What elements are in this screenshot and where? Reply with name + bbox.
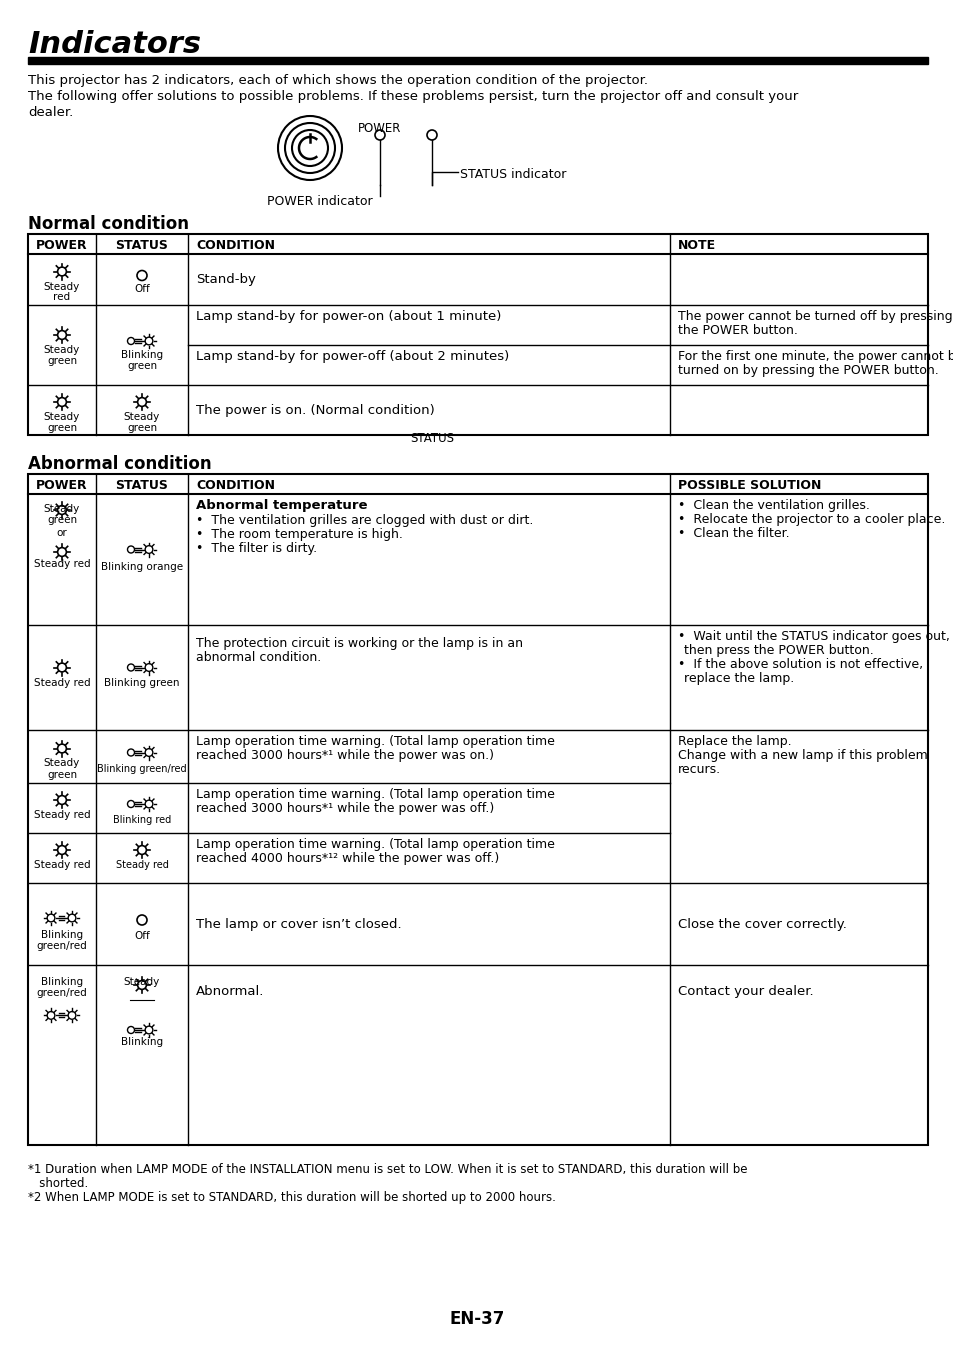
Text: •  The filter is dirty.: • The filter is dirty. — [195, 542, 316, 556]
Text: This projector has 2 indicators, each of which shows the operation condition of : This projector has 2 indicators, each of… — [28, 74, 647, 87]
Text: STATUS: STATUS — [410, 433, 454, 445]
Text: Steady: Steady — [44, 758, 80, 768]
Text: Steady red: Steady red — [33, 677, 91, 688]
Text: Stand-by: Stand-by — [195, 273, 255, 287]
Text: Blinking red: Blinking red — [112, 815, 171, 825]
Text: Blinking: Blinking — [121, 350, 163, 360]
Text: or: or — [56, 529, 68, 538]
Text: green: green — [47, 515, 77, 525]
Text: Abnormal condition: Abnormal condition — [28, 456, 212, 473]
Text: Replace the lamp.: Replace the lamp. — [678, 735, 791, 748]
Text: Change with a new lamp if this problem: Change with a new lamp if this problem — [678, 749, 926, 763]
Text: shorted.: shorted. — [28, 1178, 89, 1190]
Text: POWER: POWER — [36, 239, 88, 251]
Text: The following offer solutions to possible problems. If these problems persist, t: The following offer solutions to possibl… — [28, 91, 798, 103]
Text: EN-37: EN-37 — [449, 1310, 504, 1328]
Text: STATUS indicator: STATUS indicator — [459, 168, 566, 181]
Text: Contact your dealer.: Contact your dealer. — [678, 986, 813, 998]
Text: Blinking orange: Blinking orange — [101, 562, 183, 572]
Text: the POWER button.: the POWER button. — [678, 324, 797, 337]
Text: •  Wait until the STATUS indicator goes out,: • Wait until the STATUS indicator goes o… — [678, 630, 949, 644]
Text: Lamp stand-by for power-off (about 2 minutes): Lamp stand-by for power-off (about 2 min… — [195, 350, 509, 362]
Text: replace the lamp.: replace the lamp. — [683, 672, 794, 685]
Text: POWER: POWER — [36, 479, 88, 492]
Text: Steady red: Steady red — [33, 860, 91, 869]
Text: Steady red: Steady red — [115, 860, 169, 869]
Text: Steady: Steady — [44, 412, 80, 422]
Text: then press the POWER button.: then press the POWER button. — [683, 644, 873, 657]
Text: green: green — [47, 356, 77, 366]
Text: The power is on. (Normal condition): The power is on. (Normal condition) — [195, 404, 435, 416]
Text: STATUS: STATUS — [115, 479, 169, 492]
Text: STATUS: STATUS — [115, 239, 169, 251]
Text: POSSIBLE SOLUTION: POSSIBLE SOLUTION — [678, 479, 821, 492]
Text: Blinking: Blinking — [41, 977, 83, 987]
Text: Steady red: Steady red — [33, 558, 91, 569]
Text: Steady: Steady — [124, 977, 160, 987]
Bar — [28, 234, 927, 435]
Text: Abnormal temperature: Abnormal temperature — [195, 499, 367, 512]
Text: •  The room temperature is high.: • The room temperature is high. — [195, 529, 402, 541]
Text: Steady: Steady — [44, 345, 80, 356]
Text: reached 3000 hours*¹ while the power was on.): reached 3000 hours*¹ while the power was… — [195, 749, 494, 763]
Text: Blinking green/red: Blinking green/red — [97, 764, 187, 773]
Text: The power cannot be turned off by pressing: The power cannot be turned off by pressi… — [678, 310, 952, 323]
Text: Lamp stand-by for power-on (about 1 minute): Lamp stand-by for power-on (about 1 minu… — [195, 310, 501, 323]
Text: reached 3000 hours*¹ while the power was off.): reached 3000 hours*¹ while the power was… — [195, 802, 494, 815]
Text: NOTE: NOTE — [678, 239, 716, 251]
Text: Close the cover correctly.: Close the cover correctly. — [678, 918, 846, 932]
Text: Steady: Steady — [44, 281, 80, 292]
Text: For the first one minute, the power cannot be: For the first one minute, the power cann… — [678, 350, 953, 362]
Text: Lamp operation time warning. (Total lamp operation time: Lamp operation time warning. (Total lamp… — [195, 788, 555, 800]
Text: Steady: Steady — [124, 412, 160, 422]
Text: POWER: POWER — [358, 122, 401, 135]
Bar — [28, 57, 927, 64]
Text: Steady red: Steady red — [33, 810, 91, 821]
Text: green: green — [127, 361, 157, 370]
Text: Normal condition: Normal condition — [28, 215, 189, 233]
Text: green: green — [47, 423, 77, 433]
Text: Lamp operation time warning. (Total lamp operation time: Lamp operation time warning. (Total lamp… — [195, 735, 555, 748]
Text: green/red: green/red — [36, 988, 88, 998]
Text: •  Clean the filter.: • Clean the filter. — [678, 527, 789, 539]
Text: turned on by pressing the POWER button.: turned on by pressing the POWER button. — [678, 364, 938, 377]
Text: Blinking: Blinking — [41, 930, 83, 940]
Text: CONDITION: CONDITION — [195, 479, 274, 492]
Text: Off: Off — [134, 284, 150, 295]
Text: Off: Off — [134, 932, 150, 941]
Text: Steady: Steady — [44, 504, 80, 514]
Text: Blinking: Blinking — [121, 1037, 163, 1046]
Text: The protection circuit is working or the lamp is in an: The protection circuit is working or the… — [195, 637, 522, 650]
Text: dealer.: dealer. — [28, 105, 73, 119]
Text: abnormal condition.: abnormal condition. — [195, 652, 321, 664]
Text: Indicators: Indicators — [28, 30, 201, 59]
Text: The lamp or cover isn’t closed.: The lamp or cover isn’t closed. — [195, 918, 401, 932]
Text: CONDITION: CONDITION — [195, 239, 274, 251]
Text: •  Clean the ventilation grilles.: • Clean the ventilation grilles. — [678, 499, 869, 512]
Text: red: red — [53, 292, 71, 303]
Text: •  Relocate the projector to a cooler place.: • Relocate the projector to a cooler pla… — [678, 512, 944, 526]
Text: Lamp operation time warning. (Total lamp operation time: Lamp operation time warning. (Total lamp… — [195, 838, 555, 850]
Text: *1 Duration when LAMP MODE of the INSTALLATION menu is set to LOW. When it is se: *1 Duration when LAMP MODE of the INSTAL… — [28, 1163, 747, 1176]
Text: green: green — [127, 423, 157, 433]
Text: Blinking green: Blinking green — [104, 677, 179, 688]
Text: *2 When LAMP MODE is set to STANDARD, this duration will be shorted up to 2000 h: *2 When LAMP MODE is set to STANDARD, th… — [28, 1191, 556, 1205]
Text: POWER indicator: POWER indicator — [267, 195, 373, 208]
Text: green/red: green/red — [36, 941, 88, 950]
Text: Abnormal.: Abnormal. — [195, 986, 264, 998]
Text: recurs.: recurs. — [678, 763, 720, 776]
Text: •  The ventilation grilles are clogged with dust or dirt.: • The ventilation grilles are clogged wi… — [195, 514, 533, 527]
Text: •  If the above solution is not effective,: • If the above solution is not effective… — [678, 658, 923, 671]
Text: green: green — [47, 769, 77, 780]
Text: reached 4000 hours*¹² while the power was off.): reached 4000 hours*¹² while the power wa… — [195, 852, 498, 865]
Bar — [28, 475, 927, 1145]
